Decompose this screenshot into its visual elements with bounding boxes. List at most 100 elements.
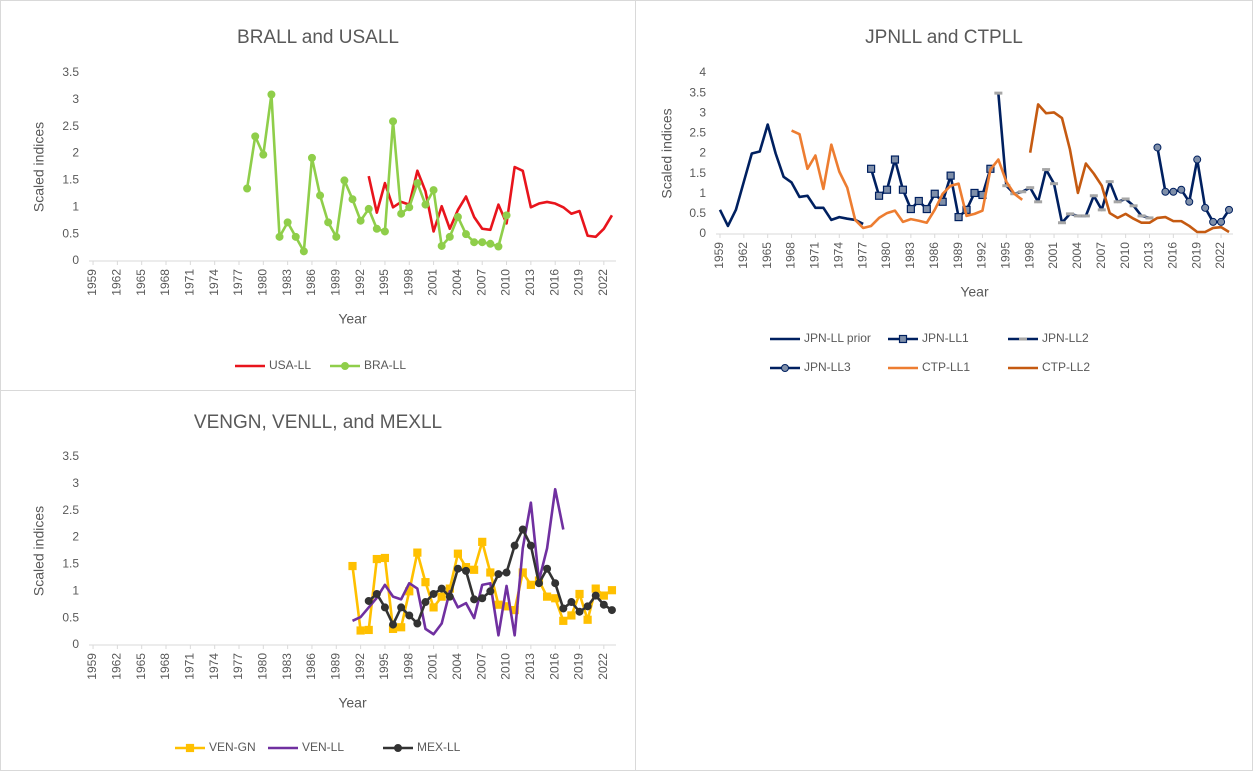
data-point	[551, 594, 560, 603]
legend-label: JPN-LL prior	[804, 331, 871, 345]
data-point	[348, 561, 357, 571]
data-point	[1073, 214, 1082, 218]
data-point	[348, 195, 357, 204]
x-tick-label: 1983	[280, 653, 294, 680]
data-point	[970, 188, 979, 198]
data-point	[486, 568, 495, 577]
data-point	[275, 232, 284, 241]
x-tick-label: 1995	[377, 653, 391, 680]
x-tick-label: 1965	[134, 653, 148, 680]
data-point	[1081, 214, 1090, 218]
data-point	[283, 218, 292, 227]
chart-title: VENGN, VENLL, and MEXLL	[194, 412, 442, 433]
legend-marker	[341, 362, 349, 370]
x-tick-label: 1971	[183, 653, 197, 680]
data-point	[429, 603, 438, 612]
x-tick-label: 1971	[808, 242, 822, 269]
legend-marker	[781, 364, 789, 372]
data-point	[1002, 184, 1011, 188]
y-tick-label: 3.5	[62, 449, 79, 463]
legend-label: JPN-LL3	[804, 360, 851, 374]
data-point	[599, 591, 608, 600]
data-point	[994, 91, 1003, 95]
data-point	[1169, 187, 1178, 196]
x-axis-title: Year	[338, 695, 367, 711]
data-point	[291, 232, 300, 241]
x-tick-label: 1962	[736, 242, 750, 269]
y-tick-label: 3	[699, 105, 706, 119]
data-point	[486, 587, 495, 596]
y-tick-label: 3	[72, 476, 79, 490]
data-point	[575, 589, 584, 599]
y-tick-label: 0.5	[689, 206, 706, 220]
x-tick-label: 2010	[499, 653, 513, 680]
series-line	[791, 129, 1024, 230]
data-point	[518, 525, 527, 534]
x-tick-label: 1971	[183, 269, 197, 296]
x-tick-label: 2007	[474, 653, 488, 680]
data-point	[551, 579, 560, 588]
data-point	[1153, 143, 1162, 152]
data-point	[599, 600, 608, 609]
data-point	[462, 230, 471, 239]
data-point	[494, 600, 503, 609]
y-tick-label: 3	[72, 92, 79, 106]
x-tick-label: 1992	[975, 242, 989, 269]
series-line	[367, 165, 614, 239]
x-tick-label: 2004	[1070, 242, 1084, 269]
data-point	[429, 589, 438, 598]
data-point	[372, 224, 381, 233]
y-tick-label: 1	[72, 583, 79, 597]
data-point	[607, 606, 616, 615]
x-tick-label: 1974	[831, 242, 845, 269]
data-point	[583, 602, 592, 611]
data-point	[470, 565, 479, 574]
data-point	[405, 611, 414, 620]
y-tick-label: 2.5	[62, 119, 79, 133]
x-tick-label: 1989	[328, 653, 342, 680]
x-tick-label: 2013	[523, 269, 537, 296]
x-tick-label: 1986	[304, 653, 318, 680]
data-point	[389, 620, 398, 629]
y-tick-label: 3.5	[689, 85, 706, 99]
data-point	[478, 537, 487, 546]
x-tick-label: 2007	[474, 269, 488, 296]
x-tick-label: 1998	[401, 269, 415, 296]
data-point	[413, 548, 422, 557]
y-axis-title: Scaled indices	[31, 122, 47, 212]
x-tick-label: 1977	[231, 269, 245, 296]
y-tick-label: 0	[72, 637, 79, 651]
data-point	[462, 566, 471, 575]
data-point	[421, 578, 430, 587]
data-point	[421, 200, 430, 209]
data-point	[583, 615, 592, 624]
data-point	[1050, 182, 1059, 186]
x-tick-label: 2004	[450, 269, 464, 296]
data-point	[437, 592, 446, 601]
legend-marker	[1019, 337, 1027, 341]
data-point	[1026, 186, 1035, 190]
y-tick-label: 4	[699, 65, 706, 79]
y-tick-label: 2	[72, 530, 79, 544]
x-tick-label: 1980	[255, 269, 269, 296]
data-point	[591, 591, 600, 600]
x-tick-label: 2013	[523, 653, 537, 680]
data-point	[1089, 194, 1098, 198]
y-axis-title: Scaled indices	[659, 108, 675, 198]
data-point	[380, 553, 390, 563]
data-point	[332, 232, 341, 241]
x-tick-label: 1980	[255, 653, 269, 680]
x-tick-label: 2013	[1142, 242, 1156, 269]
series-line	[718, 123, 864, 228]
data-point	[380, 227, 389, 236]
legend-marker	[898, 334, 908, 344]
data-point	[1225, 205, 1234, 214]
data-point	[1137, 214, 1146, 218]
data-point	[356, 216, 365, 225]
y-tick-label: 2.5	[689, 126, 706, 140]
data-point	[340, 176, 349, 185]
series-line	[1156, 147, 1231, 224]
x-tick-label: 2019	[1189, 242, 1203, 269]
y-tick-label: 0.5	[62, 610, 79, 624]
